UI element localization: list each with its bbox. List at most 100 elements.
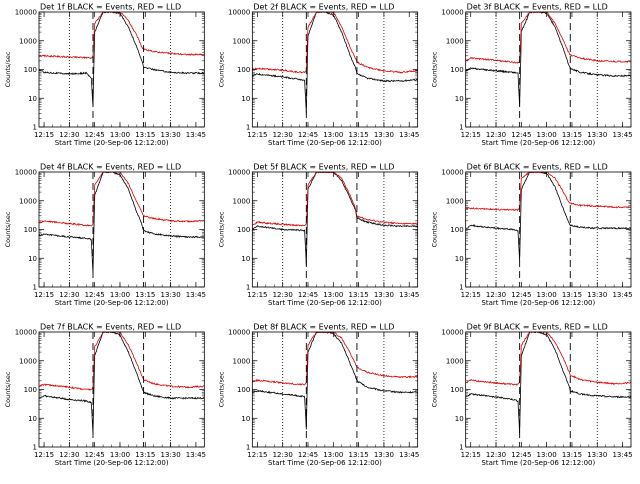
x-axis-label: Start Time (20-Sep-06 12:12:00) bbox=[481, 139, 595, 147]
x-tick-label: 12:30 bbox=[486, 451, 506, 459]
detector-panel-5: 1 10 100 1000 10000 12:15 12:30 12:45 13:00 13:15… bbox=[217, 163, 419, 308]
x-tick-label: 13:45 bbox=[186, 451, 206, 459]
detector-panel-1: 1 10 100 1000 10000 12:15 12:30 12:45 13:00 13:15… bbox=[4, 3, 206, 148]
series-line-events bbox=[38, 11, 205, 107]
series-line-lld bbox=[38, 331, 205, 391]
detector-panel-8: 1 10 100 1000 10000 12:15 12:30 12:45 13:00 13:15… bbox=[217, 323, 419, 468]
detector-panel-2: 1 10 100 1000 10000 12:15 12:30 12:45 13:00 13:15… bbox=[217, 3, 419, 148]
series-line-lld bbox=[38, 171, 205, 227]
x-tick-label: 12:45 bbox=[298, 451, 318, 459]
series-line-events bbox=[38, 331, 205, 434]
y-tick-label: 1 bbox=[33, 284, 37, 292]
x-tick-label: 13:00 bbox=[323, 131, 343, 139]
chart-title: Det 5f BLACK = Events, RED = LLD bbox=[253, 163, 394, 172]
series-line-lld bbox=[251, 11, 418, 74]
x-tick-label: 13:15 bbox=[562, 451, 582, 459]
y-axis-label: Counts/sec bbox=[217, 51, 225, 87]
x-tick-label: 13:30 bbox=[587, 131, 607, 139]
y-tick-label: 100 bbox=[24, 66, 37, 74]
y-axis-label: Counts/sec bbox=[431, 211, 439, 247]
plot-frame bbox=[251, 331, 419, 448]
x-tick-label: 13:30 bbox=[160, 451, 180, 459]
x-tick-label: 13:15 bbox=[135, 451, 155, 459]
detector-panel-7: 1 10 100 1000 10000 12:15 12:30 12:45 13:00 13:15… bbox=[4, 323, 206, 468]
x-tick-label: 12:45 bbox=[85, 291, 105, 299]
chart-title: Det 3f BLACK = Events, RED = LLD bbox=[467, 3, 608, 12]
x-tick-label: 12:15 bbox=[461, 131, 481, 139]
y-tick-label: 100 bbox=[237, 386, 250, 394]
x-tick-label: 13:45 bbox=[186, 291, 206, 299]
series-line-events bbox=[251, 11, 418, 114]
x-tick-label: 13:30 bbox=[587, 451, 607, 459]
detector-panel-3: 1 10 100 1000 10000 12:15 12:30 12:45 13:00 13:15… bbox=[431, 3, 633, 148]
y-tick-label: 10 bbox=[455, 255, 464, 263]
y-tick-label: 1000 bbox=[233, 197, 251, 205]
y-tick-label: 1000 bbox=[19, 197, 37, 205]
x-tick-label: 12:45 bbox=[511, 131, 531, 139]
y-axis-label: Counts/sec bbox=[217, 371, 225, 407]
x-tick-label: 13:15 bbox=[562, 131, 582, 139]
x-tick-label: 12:30 bbox=[273, 131, 293, 139]
detector-panel-6: 1 10 100 1000 10000 12:15 12:30 12:45 13:00 13:15… bbox=[431, 163, 633, 308]
x-tick-label: 13:30 bbox=[587, 291, 607, 299]
y-tick-label: 100 bbox=[450, 66, 463, 74]
x-tick-label: 12:30 bbox=[273, 451, 293, 459]
x-tick-label: 13:00 bbox=[537, 451, 557, 459]
y-tick-label: 100 bbox=[450, 226, 463, 234]
y-tick-label: 1000 bbox=[233, 37, 251, 45]
y-tick-label: 10 bbox=[28, 95, 37, 103]
series-line-events bbox=[465, 11, 632, 107]
x-tick-label: 12:45 bbox=[298, 291, 318, 299]
x-tick-label: 12:15 bbox=[34, 131, 54, 139]
x-tick-label: 12:15 bbox=[34, 291, 54, 299]
y-axis-label: Counts/sec bbox=[4, 371, 12, 407]
chart-title: Det 7f BLACK = Events, RED = LLD bbox=[40, 323, 181, 332]
x-tick-label: 12:30 bbox=[273, 291, 293, 299]
y-tick-label: 10000 bbox=[15, 169, 37, 177]
y-tick-label: 10000 bbox=[441, 329, 463, 337]
x-tick-label: 13:30 bbox=[374, 131, 394, 139]
y-tick-label: 10000 bbox=[15, 329, 37, 337]
x-tick-label: 13:15 bbox=[349, 291, 369, 299]
x-tick-label: 13:15 bbox=[349, 451, 369, 459]
x-axis-label: Start Time (20-Sep-06 12:12:00) bbox=[55, 459, 169, 467]
y-tick-label: 10 bbox=[241, 415, 250, 423]
chart-title: Det 6f BLACK = Events, RED = LLD bbox=[467, 163, 608, 172]
y-axis-label: Counts/sec bbox=[431, 371, 439, 407]
y-tick-label: 10000 bbox=[441, 9, 463, 17]
x-tick-label: 13:45 bbox=[612, 291, 632, 299]
series-line-events bbox=[465, 331, 632, 434]
y-tick-label: 10 bbox=[28, 255, 37, 263]
x-tick-label: 13:15 bbox=[135, 131, 155, 139]
x-tick-label: 12:30 bbox=[59, 131, 79, 139]
x-tick-label: 13:00 bbox=[323, 291, 343, 299]
x-tick-label: 12:30 bbox=[59, 291, 79, 299]
x-tick-label: 13:15 bbox=[135, 291, 155, 299]
x-axis-label: Start Time (20-Sep-06 12:12:00) bbox=[268, 299, 382, 307]
x-tick-label: 13:45 bbox=[612, 131, 632, 139]
x-tick-label: 13:45 bbox=[399, 451, 419, 459]
plot-frame bbox=[251, 171, 419, 288]
x-tick-label: 12:30 bbox=[59, 451, 79, 459]
series-line-lld bbox=[465, 331, 632, 386]
y-axis-label: Counts/sec bbox=[217, 211, 225, 247]
x-tick-label: 13:45 bbox=[612, 451, 632, 459]
chart-title: Det 4f BLACK = Events, RED = LLD bbox=[40, 163, 181, 172]
detector-panel-9: 1 10 100 1000 10000 12:15 12:30 12:45 13:00 13:15… bbox=[431, 323, 633, 468]
y-tick-label: 1 bbox=[459, 444, 463, 452]
detector-panel-4: 1 10 100 1000 10000 12:15 12:30 12:45 13:00 13:15… bbox=[4, 163, 206, 308]
y-tick-label: 10 bbox=[241, 255, 250, 263]
x-tick-label: 12:15 bbox=[461, 291, 481, 299]
x-axis-label: Start Time (20-Sep-06 12:12:00) bbox=[268, 459, 382, 467]
y-tick-label: 1 bbox=[33, 444, 37, 452]
y-tick-label: 1 bbox=[246, 284, 250, 292]
y-tick-label: 10 bbox=[28, 415, 37, 423]
x-tick-label: 13:45 bbox=[399, 291, 419, 299]
y-tick-label: 100 bbox=[237, 226, 250, 234]
plot-frame bbox=[38, 171, 205, 288]
x-tick-label: 12:15 bbox=[247, 131, 267, 139]
plot-frame bbox=[465, 331, 632, 448]
y-axis-label: Counts/sec bbox=[4, 211, 12, 247]
